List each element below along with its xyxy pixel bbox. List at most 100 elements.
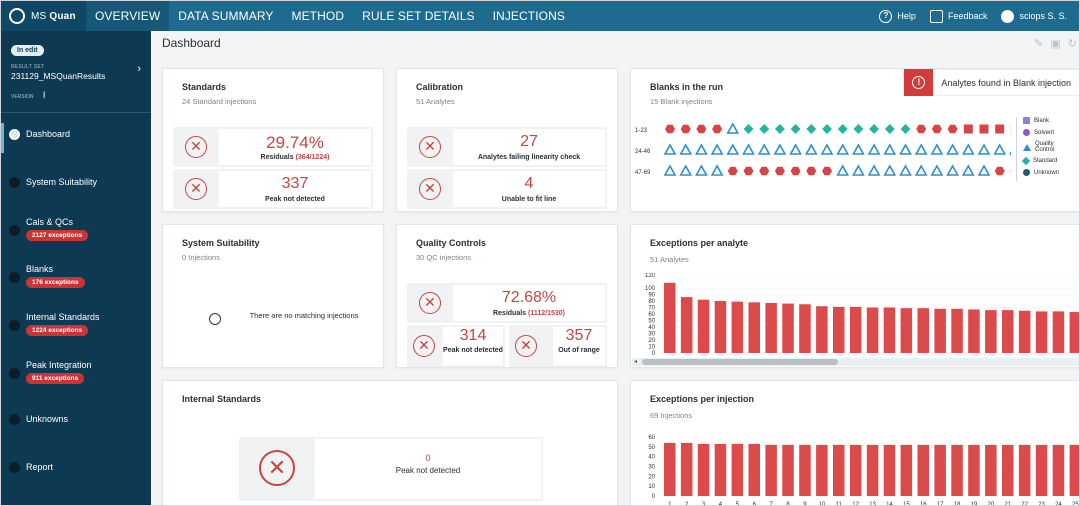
x-tick-label: 3 [702, 502, 706, 506]
exception-marker [995, 124, 1005, 134]
legend-solvent: Solvent [1023, 129, 1076, 136]
x-tick-label: 1 [668, 502, 672, 506]
qc-marker [663, 164, 677, 176]
bar [1035, 311, 1048, 353]
tab-rule-set-details[interactable]: RULE SET DETAILS [362, 9, 475, 23]
qc-marker [899, 164, 912, 176]
sidebar-item-internal-standards[interactable]: Internal Standards 1224 exceptions [1, 312, 151, 336]
horizontal-scrollbar[interactable]: ◂ [632, 358, 1079, 366]
peak-not-detected-stat[interactable]: ✕ 337 Peak not detected [173, 169, 373, 209]
tab-method[interactable]: METHOD [291, 9, 345, 23]
qc-marker [946, 164, 959, 176]
exceptions-badge: 2127 exceptions [26, 230, 89, 241]
bar [1018, 310, 1031, 353]
sidebar-item-dashboard[interactable]: Dashboard [1, 129, 151, 140]
qc-marker [961, 143, 975, 155]
qc-marker [663, 143, 677, 155]
exceptions-badge: 176 exceptions [26, 277, 85, 288]
report-icon [9, 462, 20, 473]
qc-marker [773, 143, 787, 155]
bar [1035, 444, 1048, 496]
bar [833, 444, 845, 496]
app-name: MS Quan [31, 10, 76, 22]
logo-icon [9, 8, 25, 24]
scrollbar-thumb[interactable] [642, 359, 838, 365]
exception-marker [916, 124, 927, 134]
blank-alert[interactable]: ! Analytes found in Blank injection [903, 69, 1079, 96]
qc-icon [1023, 143, 1031, 151]
bar [680, 442, 693, 496]
qc-range-stat[interactable]: ✕ 357 Out of range [509, 325, 607, 367]
refresh-icon[interactable]: ↻ [1067, 38, 1077, 50]
bar [968, 309, 980, 353]
y-tick-label: 0 [652, 351, 656, 357]
result-set-panel[interactable]: In edit RESULT SET 231129_MSQuanResults … [1, 31, 151, 113]
unknowns-icon [9, 414, 20, 425]
bar [765, 444, 777, 496]
save-icon[interactable]: ▣ [1050, 38, 1061, 50]
tab-data-summary[interactable]: DATA SUMMARY [178, 9, 274, 23]
x-tick-label: 20 [988, 502, 995, 506]
bar [934, 308, 946, 353]
card-subtitle: 51 Analytes [650, 255, 689, 264]
row-label: 24-46 [635, 149, 651, 155]
exception-marker [727, 166, 738, 176]
x-tick-label: 25 [1072, 502, 1079, 506]
linearity-stat[interactable]: ✕ 27 Analytes failing linearity check [407, 127, 607, 167]
card-subtitle: 51 Analytes [416, 97, 455, 106]
sidebar-item-system-suitability[interactable]: System Suitability [1, 177, 151, 188]
internal-standards-card: Internal Standards ✕ 0 Peak not detected [162, 380, 618, 505]
scroll-left-icon[interactable]: ◂ [634, 359, 638, 365]
x-tick-label: 4 [719, 502, 723, 506]
y-tick-label: 60 [648, 435, 655, 441]
is-peak-stat[interactable]: ✕ 0 Peak not detected [239, 437, 543, 501]
help-button[interactable]: ? Help [879, 9, 916, 23]
fit-line-stat[interactable]: ✕ 4 Unable to fit line [407, 169, 607, 209]
sidebar-item-blanks[interactable]: Blanks 176 exceptions [1, 264, 151, 288]
edit-icon[interactable]: ✎ [1034, 38, 1044, 50]
sidebar: In edit RESULT SET 231129_MSQuanResults … [1, 31, 151, 505]
legend-qc: Quality Control [1023, 141, 1076, 153]
standard-marker [822, 124, 832, 134]
qc-residuals-stat[interactable]: ✕ 72.68% Residuals (1112/1530) [407, 283, 607, 323]
x-tick-label: 10 [819, 502, 826, 506]
qc-marker [836, 164, 850, 176]
standard-marker [743, 124, 754, 134]
bar [934, 444, 946, 496]
exception-marker [1010, 169, 1011, 173]
residuals-stat[interactable]: ✕ 29.74% Residuals (364/1224) [173, 127, 373, 167]
app-logo[interactable]: MS Quan [1, 1, 86, 31]
bar [900, 444, 913, 496]
x-tick-label: 14 [886, 502, 893, 506]
bar [697, 299, 710, 353]
tab-overview[interactable]: OVERVIEW [86, 1, 170, 31]
qc-marker [710, 143, 724, 155]
sidebar-item-unknowns[interactable]: Unknowns [1, 414, 151, 425]
status-badge: In edit [11, 45, 44, 56]
user-menu[interactable]: sciops S. S. [1001, 9, 1067, 23]
y-tick-label: 10 [648, 484, 655, 490]
tab-injections[interactable]: INJECTIONS [492, 9, 565, 23]
bar [833, 306, 845, 353]
dashboard-icon [9, 129, 20, 140]
sidebar-item-report[interactable]: Report [1, 462, 151, 473]
bar [866, 307, 879, 353]
analyte-bar-chart: 0102030405060708090100120123456789101112… [645, 273, 1079, 365]
chevron-right-icon[interactable]: › [137, 63, 141, 75]
card-title: Blanks in the run [650, 82, 724, 92]
card-subtitle: 15 Blank injections [650, 97, 713, 106]
standard-marker [837, 124, 848, 134]
bar [697, 443, 710, 496]
sidebar-item-peak-integration[interactable]: Peak Integration 911 exceptions [1, 360, 151, 384]
qc-marker [726, 122, 740, 134]
sidebar-item-cals-qcs[interactable]: Cals & QCs 2127 exceptions [1, 217, 151, 241]
internal-standards-icon [9, 320, 20, 331]
qc-marker [867, 164, 881, 176]
bar [985, 310, 997, 353]
feedback-button[interactable]: Feedback [929, 9, 987, 23]
qc-peak-stat[interactable]: ✕ 314 Peak not detected [407, 325, 505, 367]
bar [917, 308, 929, 353]
bar [664, 442, 676, 496]
bar [951, 444, 963, 496]
qc-marker [961, 164, 975, 176]
